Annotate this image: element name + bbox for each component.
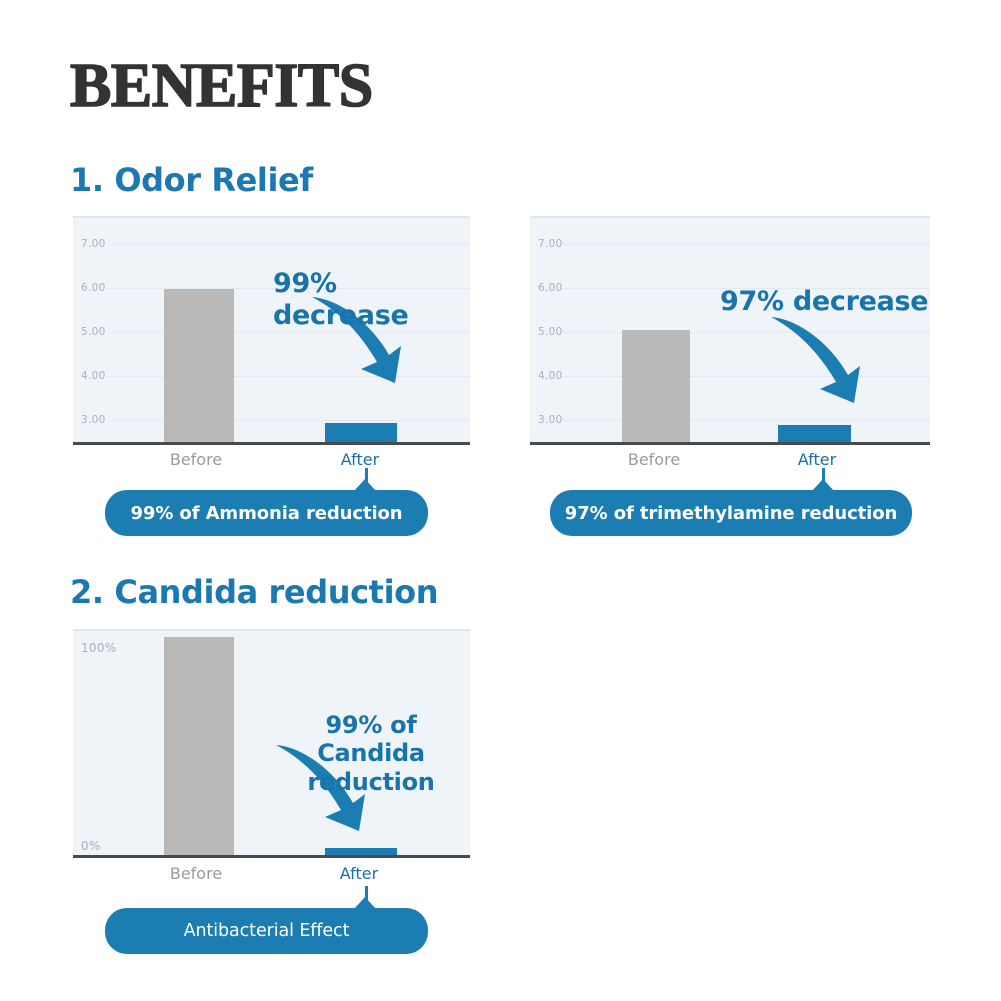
- x-tick-before: Before: [169, 864, 223, 883]
- page-title: BENEFITS: [69, 52, 374, 120]
- bar-after: [325, 423, 397, 442]
- x-tick-after: After: [339, 864, 379, 883]
- y-tick-label: 6.00: [538, 282, 563, 294]
- pill-trimethylamine-reduction[interactable]: 97% of trimethylamine reduction: [550, 479, 912, 536]
- gridline: [107, 420, 470, 421]
- annotation-candida: 99% of Candida reduction: [307, 711, 435, 796]
- x-tick-before: Before: [169, 450, 223, 469]
- chart-candida-plot: 100% 0% 99% of Candida reduction: [73, 631, 470, 855]
- y-tick-label: 100%: [81, 641, 117, 655]
- x-tick-after: After: [340, 450, 380, 469]
- bar-before: [622, 330, 690, 442]
- y-tick-label: 4.00: [81, 370, 106, 382]
- y-tick-label: 3.00: [81, 414, 106, 426]
- y-tick-label: 5.00: [81, 326, 106, 338]
- bar-after: [325, 848, 397, 855]
- x-tick-after: After: [797, 450, 837, 469]
- bar-after: [778, 425, 851, 442]
- pill-tail: [812, 479, 834, 491]
- bar-before: [164, 637, 234, 855]
- y-tick-label: 6.00: [81, 282, 106, 294]
- gridline: [107, 376, 470, 377]
- pill-tail: [354, 479, 376, 491]
- gridline: [564, 332, 930, 333]
- pill-label: Antibacterial Effect: [183, 921, 350, 941]
- annotation-decrease: 99% decrease: [273, 268, 409, 331]
- x-axis-line: [73, 855, 470, 858]
- decrease-arrow-icon: [771, 317, 860, 403]
- gridline: [564, 376, 930, 377]
- candida-reduction-arrow-icon: [276, 745, 365, 831]
- chart-ammonia: 7.00 6.00 5.00 4.00 3.00 99% decrease: [73, 216, 470, 442]
- decrease-arrow-icon: [312, 297, 401, 383]
- bar-before: [164, 289, 234, 442]
- chart-trimethylamine-plot: 7.00 6.00 5.00 4.00 3.00 97% decrease: [530, 218, 930, 442]
- pill-tail: [354, 897, 376, 909]
- y-tick-label: 5.00: [538, 326, 563, 338]
- x-axis-line: [73, 442, 470, 445]
- y-tick-label: 0%: [81, 839, 101, 853]
- chart-trimethylamine: 7.00 6.00 5.00 4.00 3.00 97% decrease: [530, 216, 930, 442]
- gridline: [564, 288, 930, 289]
- section-heading-candida-reduction: 2. Candida reduction: [70, 573, 439, 611]
- x-tick-before: Before: [627, 450, 681, 469]
- y-tick-label: 3.00: [538, 414, 563, 426]
- gridline: [564, 420, 930, 421]
- gridline: [107, 244, 470, 245]
- pill-connector: [365, 886, 368, 900]
- gridline: [107, 288, 470, 289]
- chart-ammonia-plot: 7.00 6.00 5.00 4.00 3.00 99% decrease: [73, 218, 470, 442]
- pill-label: 99% of Ammonia reduction: [130, 502, 403, 524]
- pill-antibacterial-effect[interactable]: Antibacterial Effect: [105, 897, 428, 954]
- y-tick-label: 7.00: [81, 238, 106, 250]
- y-tick-label: 7.00: [538, 238, 563, 250]
- section-heading-odor-relief: 1. Odor Relief: [70, 161, 313, 199]
- chart-candida: 100% 0% 99% of Candida reduction: [73, 629, 470, 855]
- pill-connector: [822, 468, 825, 482]
- pill-ammonia-reduction[interactable]: 99% of Ammonia reduction: [105, 479, 428, 536]
- annotation-decrease: 97% decrease: [720, 286, 929, 317]
- gridline: [564, 244, 930, 245]
- x-axis-line: [530, 442, 930, 445]
- y-tick-label: 4.00: [538, 370, 563, 382]
- pill-connector: [365, 468, 368, 482]
- gridline: [107, 332, 470, 333]
- pill-label: 97% of trimethylamine reduction: [564, 502, 898, 524]
